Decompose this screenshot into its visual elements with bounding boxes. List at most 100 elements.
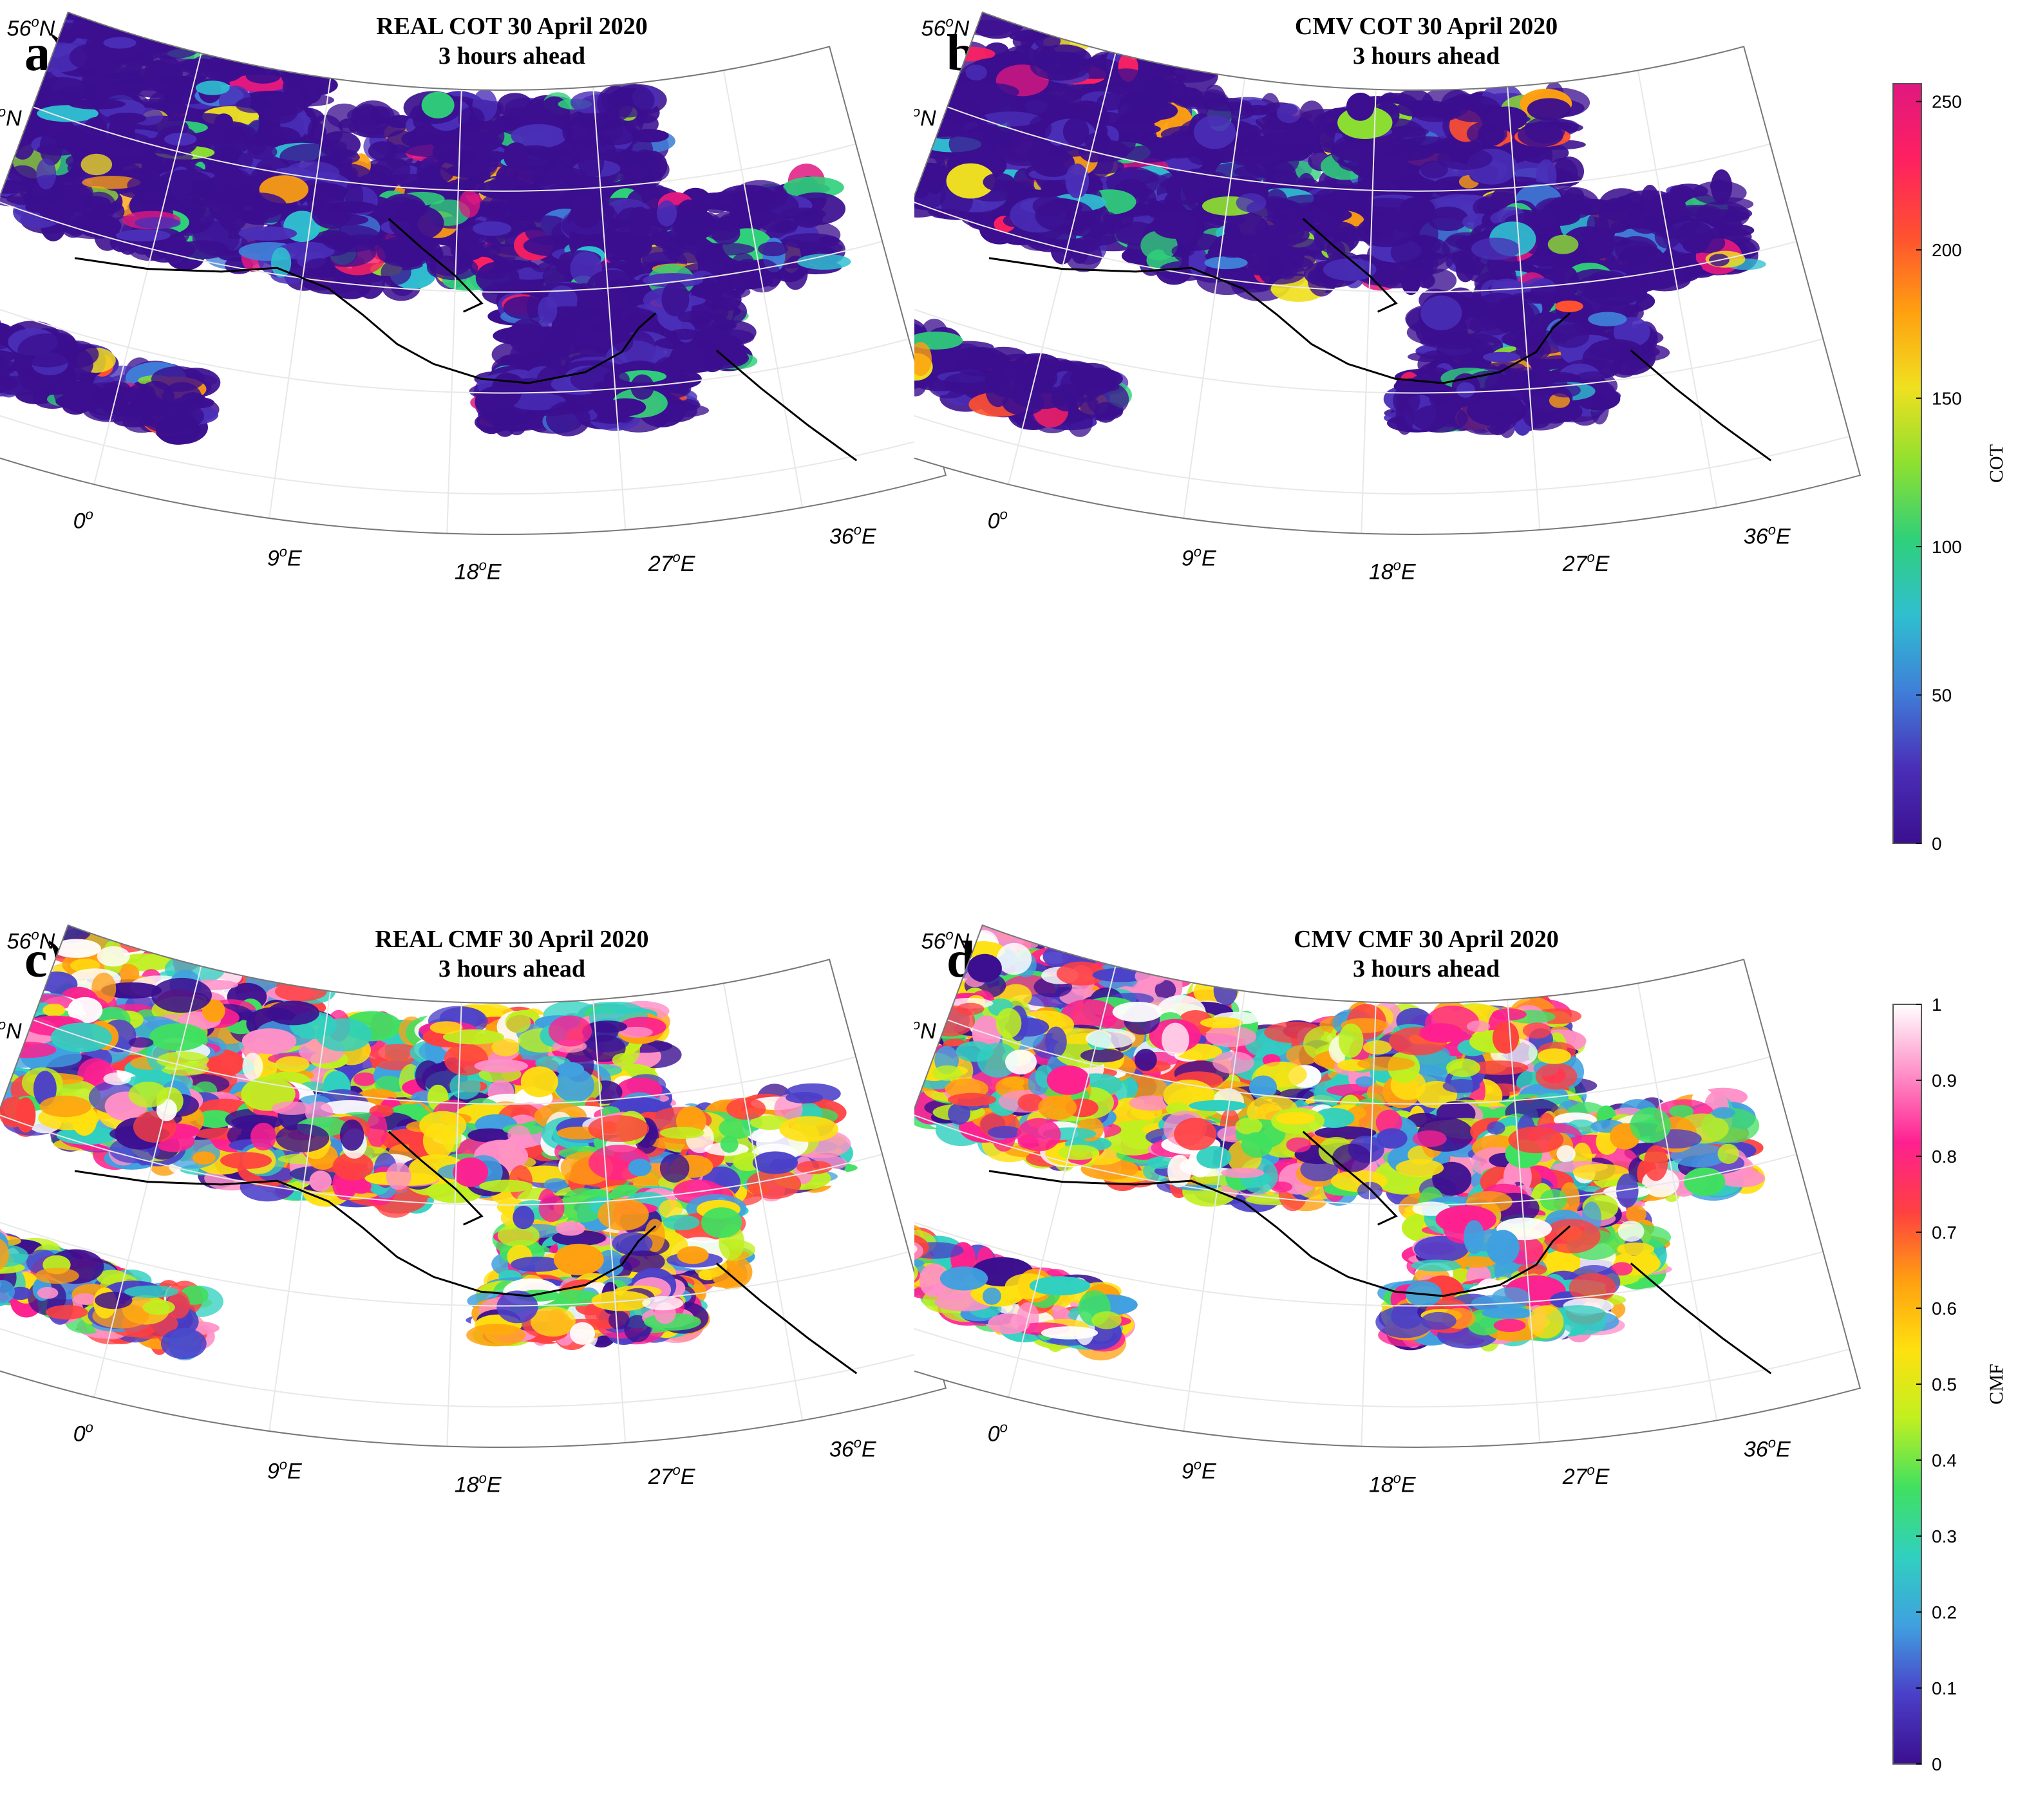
cloud-patch	[1421, 88, 1471, 120]
cloud-patch	[538, 296, 558, 324]
map-field	[0, 925, 946, 1447]
cloud-patch	[203, 55, 245, 82]
cloud-patch	[258, 126, 301, 148]
cloud-patch	[601, 83, 655, 118]
latitude-label: 56oN	[921, 14, 970, 41]
cloud-patch	[151, 977, 212, 1013]
cloud-patch	[320, 225, 382, 252]
map-field	[914, 12, 1860, 534]
cloud-patch	[236, 97, 272, 113]
cloud-patch	[97, 946, 130, 967]
map-field	[0, 12, 946, 534]
cloud-patch	[733, 180, 788, 211]
cloud-patch	[723, 350, 748, 364]
cloud-patch	[1041, 180, 1063, 196]
cloud-patch	[1171, 245, 1194, 258]
cloud-patch	[247, 144, 278, 160]
cloud-patch	[503, 142, 529, 170]
title-line-1: REAL COT 30 April 2020	[376, 13, 648, 40]
cloud-patch	[231, 192, 287, 220]
cloud-patch	[554, 1067, 594, 1103]
cloud-patch	[1030, 52, 1091, 81]
cloud-patch	[330, 270, 372, 299]
map-canvas: 56oN48oN40oN32oN24oN0o9oE18oE27oE36oE	[914, 11, 1862, 585]
cloud-patch	[1554, 300, 1583, 312]
cloud-patch	[692, 283, 751, 301]
cloud-patch	[66, 24, 116, 39]
cloud-patch	[1403, 136, 1451, 153]
cloud-patch	[662, 235, 715, 264]
longitude-label: 18oE	[1369, 558, 1416, 585]
cloud-patch	[321, 214, 369, 226]
cloud-patch	[429, 256, 478, 281]
cloud-patch	[114, 122, 136, 150]
cloud-patch	[421, 91, 455, 118]
cloud-patch	[238, 226, 297, 241]
cloud-patch	[775, 220, 798, 234]
map-canvas: 56oN48oN40oN32oN24oN0o9oE18oE27oE36oE	[0, 11, 947, 585]
cloud-patch	[656, 200, 677, 227]
longitude-label: 27oE	[648, 549, 695, 576]
longitude-label: 9oE	[1182, 544, 1216, 571]
cloud-patch	[474, 1059, 528, 1073]
cloud-patch	[258, 93, 306, 117]
cloud-patch	[1590, 392, 1609, 425]
cloud-patch	[1065, 164, 1089, 198]
longitude-label: 36oE	[829, 522, 876, 549]
cloud-patch	[547, 167, 586, 182]
cloud-patch	[36, 158, 57, 190]
cloud-patch	[368, 141, 398, 161]
cloud-patch	[155, 169, 214, 202]
longitude-label: 0o	[73, 506, 93, 533]
longitude-label: 36oE	[1744, 522, 1791, 549]
cloud-patch	[103, 37, 137, 49]
cloud-patch	[1437, 147, 1493, 170]
cloud-patch	[1080, 395, 1100, 420]
cloud-patch	[505, 1011, 531, 1033]
cloud-patch	[17, 333, 77, 368]
cloud-patch	[1151, 211, 1199, 239]
cloud-patch	[1390, 235, 1451, 270]
cloud-patch	[271, 247, 292, 278]
cloud-patch	[1062, 117, 1089, 146]
cloud-patch	[242, 1053, 263, 1080]
cloud-patch	[678, 200, 710, 214]
cloud-patch	[449, 1073, 481, 1100]
cloud-patch	[793, 209, 823, 228]
cloud-patch	[783, 176, 844, 199]
cloud-patch	[508, 318, 545, 355]
cloud-patch	[661, 281, 690, 317]
cloud-patch	[417, 166, 453, 184]
cloud-patch	[487, 201, 509, 219]
cloud-patch	[491, 372, 522, 408]
latitude-label: 48oN	[914, 104, 936, 131]
cloud-patch	[758, 241, 788, 257]
cloud-patch	[1676, 221, 1713, 249]
cloud-patch	[511, 124, 567, 149]
cloud-patch	[376, 236, 435, 267]
cloud-patch	[708, 297, 747, 325]
cloud-patch	[983, 173, 1015, 191]
cloud-patch	[965, 19, 1013, 37]
cloud-patch	[1244, 105, 1270, 116]
cloud-patch	[1598, 188, 1645, 223]
cloud-patch	[1204, 256, 1248, 270]
cloud-patch	[546, 401, 590, 436]
cloud-patch	[1710, 179, 1729, 193]
cloud-patch	[1517, 123, 1563, 147]
cloud-patch	[1032, 195, 1067, 217]
cloud-patch	[115, 229, 171, 241]
title-line-2: 3 hours ahead	[438, 42, 586, 70]
cloud-patch	[1346, 92, 1375, 121]
cloud-patch	[571, 196, 602, 229]
cloud-patch	[1456, 382, 1475, 398]
cloud-patch	[458, 190, 480, 218]
cloud-patch	[1547, 234, 1579, 254]
cloud-patch	[32, 77, 91, 104]
cloud-patch	[1483, 352, 1520, 362]
cloud-patch	[305, 258, 335, 274]
cloud-patch	[103, 72, 147, 86]
cloud-patch	[605, 398, 646, 417]
cloud-patch	[1527, 98, 1571, 121]
cloud-patch	[195, 80, 230, 95]
